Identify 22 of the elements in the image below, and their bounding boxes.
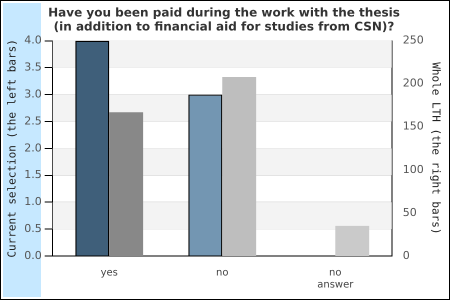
y-tick-label: 1.0 xyxy=(24,195,42,208)
y-tick-label: 0.0 xyxy=(24,248,42,262)
y-tick-label: 1.5 xyxy=(24,168,42,182)
y2-tick-label: 200 xyxy=(402,76,424,90)
y2-tick-label: 150 xyxy=(402,120,424,133)
chart-title: Have you been paid during the work with the thesis (in addition to financial aid for studies from CSN)? xyxy=(48,5,400,34)
y-tick-label: 2.0 xyxy=(24,141,42,154)
y2-tick-label: 0 xyxy=(402,248,410,262)
x-tick-label: no answer xyxy=(317,268,354,291)
y-tick-label: 4.0 xyxy=(24,34,42,47)
y2-tick-label: 100 xyxy=(402,162,424,176)
y2-tick-label: 50 xyxy=(402,206,417,219)
x-tick-label: yes xyxy=(100,268,118,279)
y-tick-label: 3.0 xyxy=(24,87,42,100)
y-axis-title: Current selection (the left bars) xyxy=(5,39,18,258)
y2-axis-title: Whole LTH (the right bars) xyxy=(430,62,443,234)
x-tick-label: no xyxy=(216,268,228,279)
y2-tick-label: 250 xyxy=(402,34,424,47)
bar xyxy=(335,226,370,256)
y-tick-label: 2.5 xyxy=(24,114,42,128)
y-tick-label: 3.5 xyxy=(24,60,42,74)
y-tick-label: 0.5 xyxy=(24,222,42,235)
